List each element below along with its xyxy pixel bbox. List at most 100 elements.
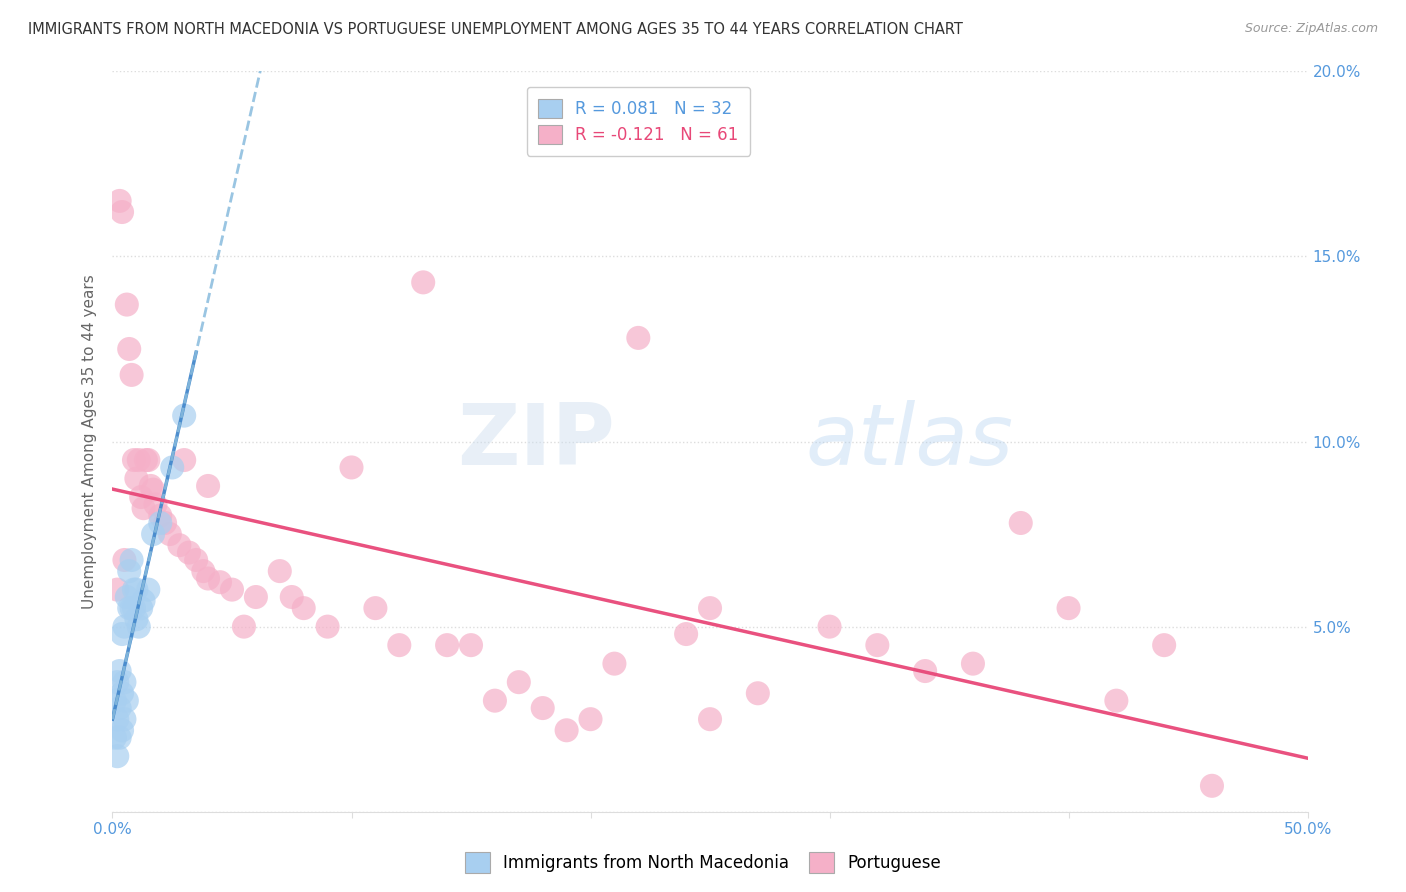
Point	[108, 731, 131, 745]
Point	[138, 453, 160, 467]
Point	[579, 712, 602, 726]
Point	[118, 564, 141, 578]
Text: IMMIGRANTS FROM NORTH MACEDONIA VS PORTUGUESE UNEMPLOYMENT AMONG AGES 35 TO 44 Y: IMMIGRANTS FROM NORTH MACEDONIA VS PORTU…	[28, 22, 963, 37]
Point	[508, 675, 530, 690]
Legend: R = 0.081   N = 32, R = -0.121   N = 61: R = 0.081 N = 32, R = -0.121 N = 61	[527, 87, 749, 155]
Point	[555, 723, 578, 738]
Point	[197, 572, 219, 586]
Point	[125, 472, 148, 486]
Point	[436, 638, 458, 652]
Point	[159, 527, 181, 541]
Point	[111, 686, 134, 700]
Point	[699, 712, 721, 726]
Point	[169, 538, 191, 552]
Point	[675, 627, 697, 641]
Point	[115, 297, 138, 311]
Point	[173, 409, 195, 423]
Point	[105, 712, 128, 726]
Point	[245, 590, 267, 604]
Point	[125, 612, 148, 626]
Point	[149, 508, 172, 523]
Point	[111, 723, 134, 738]
Point	[105, 675, 128, 690]
Point	[132, 501, 155, 516]
Point	[1057, 601, 1080, 615]
Point	[914, 664, 936, 678]
Point	[1105, 694, 1128, 708]
Point	[104, 731, 127, 745]
Point	[122, 582, 145, 597]
Legend: Immigrants from North Macedonia, Portuguese: Immigrants from North Macedonia, Portugu…	[458, 846, 948, 880]
Point	[121, 553, 143, 567]
Text: ZIP: ZIP	[457, 400, 614, 483]
Point	[1201, 779, 1223, 793]
Point	[129, 601, 152, 615]
Point	[281, 590, 304, 604]
Point	[142, 527, 165, 541]
Point	[162, 460, 183, 475]
Point	[316, 619, 339, 633]
Point	[138, 582, 160, 597]
Point	[962, 657, 984, 671]
Point	[603, 657, 626, 671]
Point	[233, 619, 256, 633]
Point	[145, 498, 167, 512]
Point	[747, 686, 769, 700]
Point	[866, 638, 889, 652]
Point	[114, 619, 135, 633]
Point	[128, 453, 150, 467]
Point	[531, 701, 554, 715]
Point	[114, 553, 135, 567]
Point	[118, 601, 141, 615]
Point	[484, 694, 506, 708]
Point	[125, 582, 148, 597]
Point	[111, 627, 134, 641]
Point	[108, 701, 131, 715]
Point	[186, 553, 208, 567]
Point	[197, 479, 219, 493]
Point	[177, 545, 200, 560]
Point	[364, 601, 387, 615]
Point	[149, 516, 172, 530]
Point	[114, 675, 135, 690]
Point	[122, 601, 145, 615]
Point	[269, 564, 291, 578]
Point	[153, 516, 176, 530]
Point	[108, 664, 131, 678]
Point	[118, 342, 141, 356]
Point	[142, 483, 165, 497]
Point	[412, 276, 434, 290]
Point	[388, 638, 411, 652]
Point	[1010, 516, 1032, 530]
Text: atlas: atlas	[806, 400, 1014, 483]
Point	[129, 490, 152, 504]
Point	[121, 368, 143, 382]
Point	[111, 205, 134, 219]
Point	[108, 194, 131, 208]
Point	[105, 749, 128, 764]
Y-axis label: Unemployment Among Ages 35 to 44 years: Unemployment Among Ages 35 to 44 years	[82, 274, 97, 609]
Point	[132, 593, 155, 607]
Point	[1153, 638, 1175, 652]
Point	[122, 453, 145, 467]
Point	[114, 712, 135, 726]
Point	[209, 575, 232, 590]
Point	[105, 582, 128, 597]
Point	[221, 582, 243, 597]
Point	[135, 453, 157, 467]
Point	[115, 590, 138, 604]
Point	[193, 564, 215, 578]
Point	[104, 694, 127, 708]
Point	[121, 601, 143, 615]
Point	[173, 453, 195, 467]
Point	[292, 601, 315, 615]
Point	[340, 460, 363, 475]
Point	[128, 619, 150, 633]
Point	[818, 619, 841, 633]
Text: Source: ZipAtlas.com: Source: ZipAtlas.com	[1244, 22, 1378, 36]
Point	[460, 638, 482, 652]
Point	[139, 479, 162, 493]
Point	[115, 694, 138, 708]
Point	[627, 331, 650, 345]
Point	[699, 601, 721, 615]
